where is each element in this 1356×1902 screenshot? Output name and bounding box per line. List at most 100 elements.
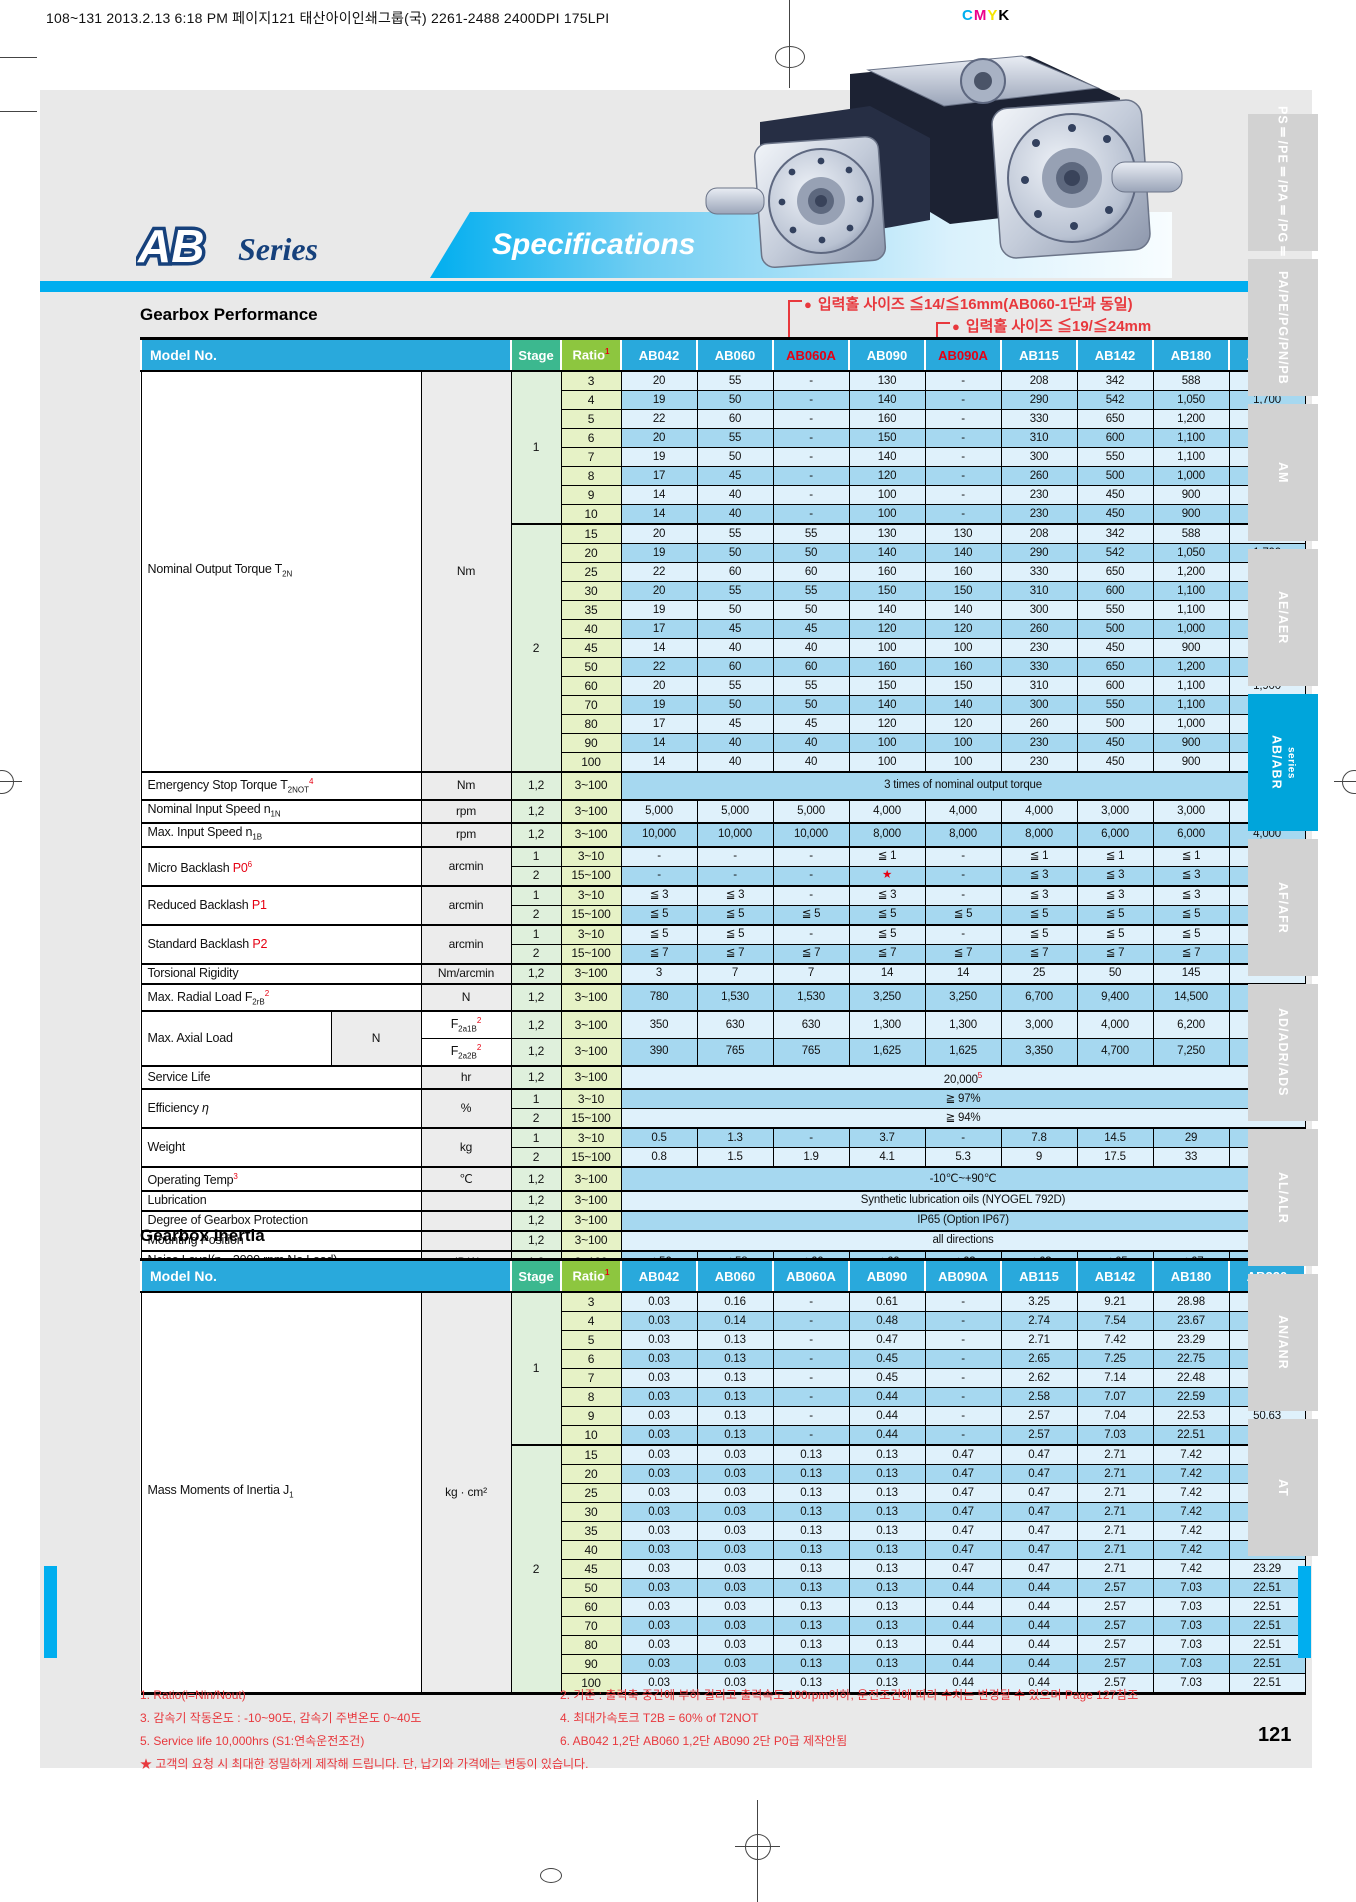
ratio-cell: 35 [560,600,622,620]
value-cell: ≦ 7 [1076,943,1154,965]
value-cell: 0.48 [848,1311,926,1331]
value-cell: ≦ 3 [620,884,698,906]
unit-cell: N [420,982,512,1012]
value-cell: 9 [1000,1147,1078,1168]
label-part: Max. Radial Load F [147,989,253,1004]
stage-cell: 2 [510,1444,562,1694]
value-cell: 342 [1076,370,1154,391]
value-cell: 4,000 [1000,798,1078,824]
reg-mark-bottom-circle [745,1834,771,1860]
bullet-icon: ● [952,319,960,334]
value-cell: 100 [924,752,1002,773]
ratio-cell: 3~100 [560,962,622,985]
value-cell: 6,700 [1000,982,1078,1012]
value-cell: 45 [696,714,774,734]
value-cell: 900 [1152,733,1230,753]
value-cell: 500 [1076,714,1154,734]
footnotes-left: 1. Ratio(i=Nin/Nout) 3. 감속기 작동온도 : -10~9… [140,1684,588,1776]
value-cell: 50 [696,695,774,715]
value-cell: 120 [848,619,926,639]
value-cell: 2.57 [1076,1635,1154,1655]
value-cell: - [620,865,698,887]
value-cell: 600 [1076,581,1154,601]
value-cell: 765 [772,1037,850,1067]
value-cell: 45 [696,619,774,639]
value-cell: 7.03 [1152,1616,1230,1636]
value-cell: 40 [772,733,850,753]
value-cell: 17 [620,466,698,486]
ratio-cell: 3~10 [560,923,622,945]
value-cell: 150 [924,581,1002,601]
ratio-cell: 3~100 [560,1166,622,1192]
value-cell: 10,000 [772,822,850,848]
value-cell: ≦ 3 [848,884,926,906]
value-cell: 2.74 [1000,1311,1078,1331]
value-cell: 0.13 [696,1330,774,1350]
table-row: Operating Temp3 ℃ 1,2 3~100 -10℃~+90℃ [140,1166,1306,1192]
ratio-header: Ratio1 [560,1258,623,1293]
stage-header: Stage [510,337,563,372]
stage-cell: 2 [510,904,562,926]
value-cell: 0.13 [772,1540,850,1560]
label-subscript: 2rB [252,997,265,1007]
value-cell: 0.13 [848,1635,926,1655]
merged-value-text: ≧ 97% [945,1092,981,1105]
value-cell: 2.71 [1076,1444,1154,1465]
table-row: 60 0.03 0.03 0.13 0.13 0.44 0.44 2.57 7.03 22.51 [141,1597,1306,1617]
unit-cell: kg · cm² [420,1291,512,1694]
value-cell: 230 [1000,752,1078,773]
value-cell: 3.7 [848,1127,926,1149]
unit-cell: N [330,1010,422,1067]
row-label-cell: Max. Axial Load [140,1010,332,1067]
ratio-cell: 50 [560,1578,622,1598]
value-cell: - [924,370,1002,391]
value-cell: 260 [1000,466,1078,486]
footnote: 4. 최대가속토크 T2B = 60% of T2NOT [560,1711,759,1725]
value-cell: 0.14 [696,1311,774,1331]
row-label-cell: Mounting Position [140,1229,422,1252]
stage-cell: 1 [510,1088,562,1110]
value-cell: 22.51 [1228,1673,1306,1694]
value-cell: - [772,865,850,887]
model-header-ab060: AB060 [696,1258,775,1293]
inertia-heading: Gearbox Inertia [140,1226,265,1245]
value-cell: 0.13 [772,1616,850,1636]
value-cell: 0.47 [1000,1444,1078,1465]
value-cell: 1,530 [772,982,850,1012]
side-tab-label: AL/ALR [1276,1171,1290,1224]
value-cell: 0.13 [848,1597,926,1617]
reg-mark-left-cross [0,781,22,782]
model-header-ab115: AB115 [1000,1258,1079,1293]
value-cell: 310 [1000,428,1078,448]
table-row: Nominal Output Torque T2N Nm 1 3 20 55-130-20… [140,370,1306,773]
value-cell: 7.8 [1000,1127,1078,1149]
value-cell: 50 [772,695,850,715]
value-cell: ≦ 5 [924,904,1002,926]
ratio-cell: 3~100 [560,1010,622,1039]
merged-value-text: IP65 (Option IP67) [917,1214,1009,1227]
stage-cell: 1 [510,370,562,525]
table-row: 50 0.03 0.03 0.13 0.13 0.44 0.44 2.57 7.03 22.51 [141,1578,1306,1598]
value-cell: 160 [924,657,1002,677]
value-cell: 140 [848,390,926,410]
value-cell: 5,000 [772,798,850,824]
model-no-header: Model No. [139,1258,513,1293]
ratio-cell: 8 [560,466,622,486]
value-cell: - [924,1330,1002,1350]
value-cell: 5,000 [696,798,774,824]
side-tab-label: PA/PE/PG/PN/PB [1276,270,1290,385]
value-cell: 40 [696,752,774,773]
value-cell: 2.57 [1076,1673,1154,1694]
label-superscript: 2 [476,1042,482,1052]
value-cell: 0.47 [1000,1502,1078,1522]
ratio-cell: 7 [560,1368,622,1388]
ratio-cell: 50 [560,657,622,677]
value-cell: 0.45 [848,1368,926,1388]
value-cell: - [772,447,850,467]
ratio-cell: 15 [560,1444,622,1465]
value-cell: 0.47 [1000,1464,1078,1484]
